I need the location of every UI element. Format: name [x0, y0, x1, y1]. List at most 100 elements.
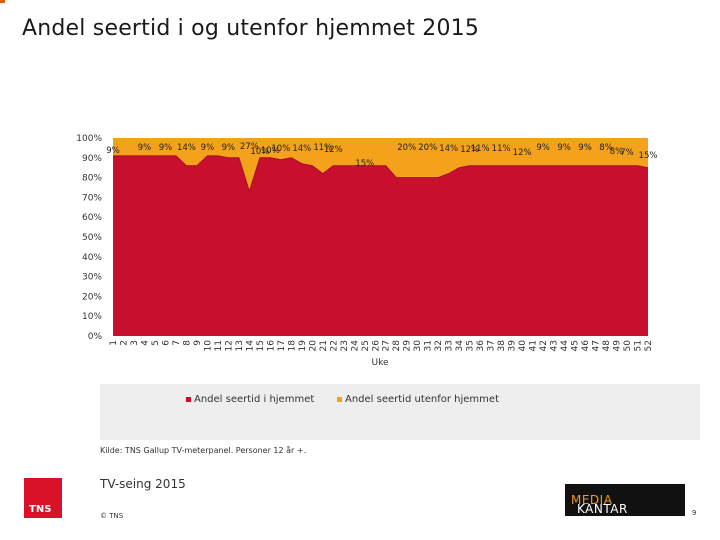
x-tick-label: 31 — [424, 340, 434, 351]
data-label: 9% — [557, 143, 571, 153]
x-tick-label: 9 — [193, 340, 203, 346]
data-label: 7% — [620, 148, 634, 158]
x-tick-label: 34 — [455, 340, 465, 352]
x-tick-label: 27 — [382, 340, 392, 351]
x-tick-label: 15 — [256, 340, 266, 351]
data-label: 12% — [324, 145, 343, 155]
x-tick-label: 17 — [277, 340, 287, 351]
x-tick-label: 30 — [413, 340, 423, 352]
x-tick-label: 33 — [445, 340, 455, 351]
x-tick-label: 42 — [539, 340, 549, 351]
data-label: 8% — [599, 143, 613, 153]
y-tick-label: 60% — [82, 213, 102, 223]
x-tick-label: 50 — [623, 340, 633, 352]
data-label: 10% — [261, 146, 280, 156]
data-label: 15% — [355, 159, 374, 169]
x-tick-label: 1 — [109, 340, 119, 346]
data-label: 20% — [418, 143, 437, 153]
x-tick-label: 13 — [235, 340, 245, 351]
x-tick-label: 7 — [172, 340, 182, 346]
y-tick-label: 20% — [82, 292, 102, 302]
data-label: 12% — [513, 148, 532, 158]
x-tick-label: 14 — [245, 340, 255, 352]
x-tick-label: 21 — [319, 340, 329, 351]
y-tick-label: 0% — [88, 332, 103, 342]
x-tick-label: 49 — [613, 340, 623, 352]
x-tick-label: 25 — [361, 340, 371, 351]
area-chart: 0%10%20%30%40%50%60%70%80%90%100%1 2 3 4 5 6 7… — [76, 134, 658, 368]
x-tick-label: 43 — [550, 340, 560, 351]
x-tick-label: 18 — [287, 340, 297, 352]
y-tick-label: 100% — [76, 134, 102, 144]
data-label: 9% — [201, 143, 215, 153]
x-tick-label: 48 — [602, 340, 612, 352]
legend-item-outside: Andel seertid utenfor hjemmet — [337, 394, 499, 405]
x-tick-label: 44 — [560, 340, 570, 352]
x-tick-label: 38 — [497, 340, 507, 352]
data-label: 14% — [292, 144, 311, 154]
x-tick-label: 10 — [203, 340, 213, 352]
data-label: 9% — [106, 146, 120, 156]
x-tick-label: 47 — [592, 340, 602, 351]
data-label: 9% — [578, 143, 592, 153]
x-tick-label: 40 — [518, 340, 528, 352]
legend-swatch-outside — [337, 397, 342, 402]
kantar-media-logo: KANTAR MEDIA — [565, 484, 685, 516]
legend-item-home: Andel seertid i hjemmet — [186, 394, 314, 405]
footer-subtitle: TV-seing 2015 — [100, 477, 186, 491]
data-label: 8% — [610, 147, 624, 157]
x-tick-label: 52 — [644, 340, 654, 351]
x-tick-label: 41 — [529, 340, 539, 351]
x-tick-label: 26 — [371, 340, 381, 352]
data-label: 9% — [138, 143, 152, 153]
x-tick-label: 29 — [403, 340, 413, 352]
data-label: 14% — [177, 143, 196, 153]
x-tick-label: 8 — [182, 340, 192, 346]
y-tick-label: 80% — [82, 174, 102, 184]
data-label: 9% — [159, 143, 173, 153]
data-label: 12% — [460, 145, 479, 155]
x-tick-label: 51 — [634, 340, 644, 351]
x-tick-label: 22 — [329, 340, 339, 351]
x-tick-label: 36 — [476, 340, 486, 352]
series-area-outside — [113, 138, 648, 192]
x-tick-label: 23 — [340, 340, 350, 351]
legend-band — [100, 384, 700, 440]
x-tick-label: 12 — [224, 340, 234, 351]
series-area-home — [113, 155, 648, 336]
data-label: 10% — [271, 144, 290, 154]
data-label: 15% — [639, 151, 658, 161]
x-tick-label: 20 — [308, 340, 318, 352]
copyright: © TNS — [100, 512, 124, 520]
x-tick-label: 32 — [434, 340, 444, 351]
y-tick-label: 90% — [82, 154, 102, 164]
data-label: 27% — [240, 142, 259, 152]
legend-swatch-home — [186, 397, 191, 402]
y-tick-label: 10% — [82, 312, 102, 322]
data-label: 9% — [536, 143, 550, 153]
x-axis-label: Uke — [371, 358, 388, 368]
x-tick-label: 3 — [130, 340, 140, 346]
page-number: 9 — [692, 509, 697, 517]
legend-label-outside: Andel seertid utenfor hjemmet — [345, 394, 499, 405]
x-tick-label: 24 — [350, 340, 360, 352]
x-tick-label: 37 — [487, 340, 497, 351]
data-label: 11% — [471, 144, 490, 154]
series-line-home — [113, 155, 649, 194]
y-tick-label: 50% — [82, 233, 102, 243]
legend-label-home: Andel seertid i hjemmet — [194, 394, 315, 405]
x-tick-label: 45 — [571, 340, 581, 351]
page-title: Andel seertid i og utenfor hjemmet 2015 — [22, 16, 480, 41]
x-tick-label: 6 — [161, 340, 171, 346]
data-label: 9% — [222, 143, 236, 153]
tns-logo: TNS — [24, 478, 62, 518]
x-tick-label: 11 — [214, 340, 224, 351]
data-label: 11% — [313, 143, 332, 153]
y-tick-label: 40% — [82, 253, 102, 263]
x-tick-label: 4 — [140, 340, 150, 346]
x-tick-label: 46 — [581, 340, 591, 352]
y-tick-label: 70% — [82, 193, 102, 203]
x-tick-label: 28 — [392, 340, 402, 352]
x-tick-label: 19 — [298, 340, 308, 352]
data-label: 14% — [439, 144, 458, 154]
